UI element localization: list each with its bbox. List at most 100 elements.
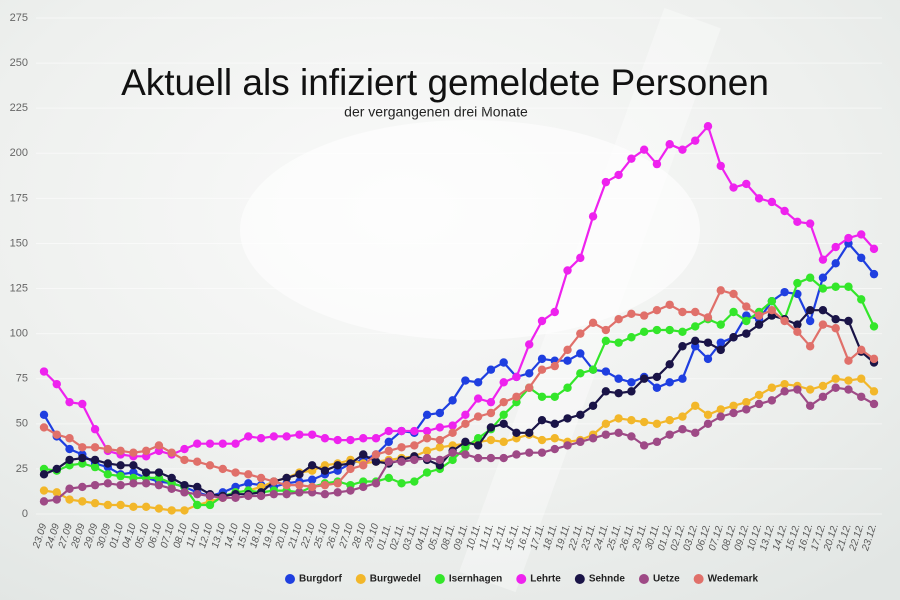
data-point [563, 414, 572, 423]
data-point [563, 266, 572, 275]
data-point [844, 376, 853, 385]
data-point [448, 455, 457, 465]
data-point [129, 502, 138, 511]
data-point [563, 383, 572, 392]
data-point [550, 307, 559, 317]
data-point [729, 307, 738, 317]
data-point [729, 183, 738, 192]
data-point [742, 302, 751, 311]
data-point [499, 453, 508, 463]
data-point [831, 315, 840, 324]
data-point [52, 464, 61, 474]
data-point [461, 376, 470, 385]
data-point [512, 372, 521, 382]
data-point [295, 480, 304, 490]
data-point [537, 365, 547, 374]
data-point [65, 434, 74, 443]
data-point [167, 506, 176, 515]
data-point [869, 269, 879, 279]
data-point [729, 289, 738, 299]
data-point [512, 428, 521, 438]
data-point [831, 324, 840, 333]
data-point [410, 441, 419, 450]
data-point [563, 356, 572, 365]
data-point [384, 426, 393, 436]
data-point [652, 325, 662, 335]
data-point [691, 401, 700, 410]
data-point [90, 455, 100, 465]
data-point [793, 217, 802, 227]
data-point [448, 428, 457, 438]
data-point [844, 316, 853, 326]
data-point [499, 437, 508, 447]
data-point [780, 316, 789, 326]
data-point [129, 479, 138, 488]
data-point [39, 410, 49, 419]
data-point [384, 473, 393, 483]
data-point [703, 354, 713, 364]
y-tick-label: 225 [10, 102, 28, 114]
data-point [627, 416, 636, 425]
data-point [691, 428, 700, 438]
data-point [537, 392, 547, 401]
data-point [78, 453, 87, 463]
data-point [550, 434, 559, 443]
data-point [346, 435, 355, 445]
data-point [729, 401, 738, 410]
data-point [627, 154, 636, 163]
data-point [231, 468, 240, 477]
data-point [754, 390, 764, 400]
data-point [716, 320, 725, 329]
data-point [486, 397, 496, 407]
data-point [359, 482, 368, 492]
data-point [461, 450, 470, 459]
data-point [627, 378, 636, 387]
data-point [154, 441, 164, 450]
data-point [576, 253, 585, 263]
legend-label: Lehrte [530, 574, 561, 585]
data-point [818, 392, 828, 401]
data-point [665, 416, 674, 425]
data-point [295, 488, 304, 497]
data-point [550, 361, 559, 371]
data-point [422, 410, 432, 419]
data-point [141, 446, 151, 456]
data-point [244, 479, 253, 488]
data-point [601, 336, 611, 346]
data-point [205, 439, 215, 448]
data-point [742, 397, 751, 407]
data-point [307, 430, 317, 439]
data-point [857, 374, 866, 383]
data-point [52, 379, 61, 389]
data-point [793, 320, 802, 329]
data-point [269, 477, 279, 486]
data-point [652, 419, 662, 429]
legend-marker [693, 574, 704, 584]
data-point [512, 450, 521, 459]
data-point [486, 453, 496, 463]
data-point [180, 444, 189, 454]
data-point [703, 338, 713, 347]
data-point [844, 282, 853, 291]
data-point [486, 408, 496, 418]
data-point [844, 356, 853, 365]
data-point [499, 419, 508, 429]
data-point [857, 345, 866, 355]
data-point [244, 491, 253, 501]
legend-label: Uetze [653, 574, 680, 585]
y-tick-label: 0 [22, 508, 28, 520]
data-point [857, 392, 866, 401]
data-point [90, 480, 100, 490]
data-point [639, 145, 649, 154]
data-point [435, 455, 445, 465]
legend-marker [285, 574, 295, 584]
data-point [499, 410, 508, 419]
data-point [103, 459, 113, 468]
data-point [601, 367, 611, 376]
data-point [410, 426, 419, 436]
data-point [180, 506, 189, 515]
data-point [805, 273, 815, 282]
data-point [52, 488, 61, 497]
data-point [90, 498, 100, 508]
data-point [410, 477, 419, 486]
